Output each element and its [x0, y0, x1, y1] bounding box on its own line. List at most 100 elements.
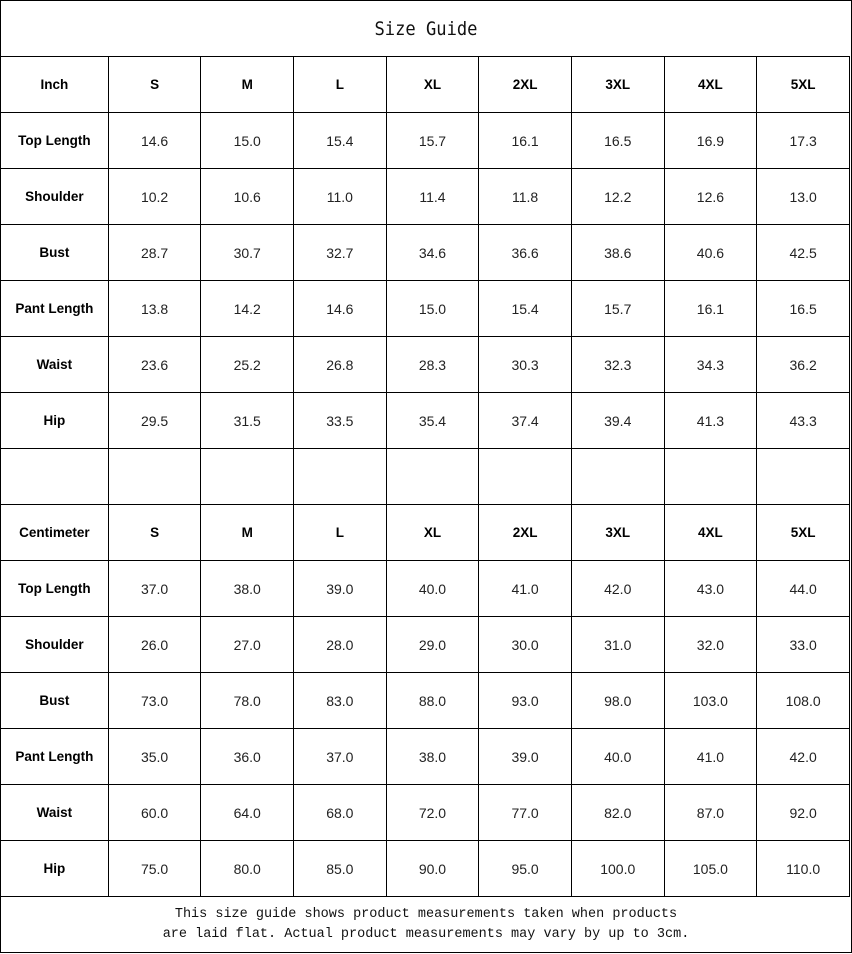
- measurement-value: 42.0: [570, 560, 665, 617]
- measurement-value: 28.7: [107, 224, 202, 281]
- measurement-value: 72.0: [385, 784, 480, 841]
- measurement-value: 16.5: [570, 112, 665, 169]
- measurement-value: 39.0: [293, 560, 387, 617]
- measurement-value: 98.0: [570, 672, 665, 729]
- measurement-value: 36.0: [200, 728, 295, 785]
- measurement-value: 108.0: [756, 672, 850, 729]
- measurement-value: 16.5: [756, 280, 850, 337]
- measurement-value: 34.6: [385, 224, 480, 281]
- size-header: 2XL: [478, 56, 572, 113]
- measurement-value: 15.4: [478, 280, 572, 337]
- measurement-value: 39.4: [570, 392, 665, 449]
- footer-note: This size guide shows product measuremen…: [1, 897, 851, 952]
- measurement-label: Pant Length: [0, 280, 109, 337]
- measurement-value: 25.2: [200, 336, 295, 393]
- measurement-value: 10.6: [200, 168, 295, 225]
- empty-cell: [0, 448, 109, 505]
- measurement-value: 15.7: [570, 280, 665, 337]
- measurement-value: 34.3: [663, 336, 758, 393]
- measurement-value: 13.0: [756, 168, 850, 225]
- size-header: M: [200, 504, 295, 561]
- measurement-label: Shoulder: [0, 168, 109, 225]
- measurement-value: 33.5: [293, 392, 387, 449]
- footer-line-1: This size guide shows product measuremen…: [174, 906, 678, 922]
- measurement-value: 31.0: [570, 616, 665, 673]
- measurement-value: 39.0: [478, 728, 572, 785]
- measurement-label: Bust: [0, 224, 109, 281]
- measurement-value: 82.0: [570, 784, 665, 841]
- size-header: XL: [385, 504, 480, 561]
- measurement-value: 23.6: [107, 336, 202, 393]
- size-header: 5XL: [756, 56, 850, 113]
- measurement-value: 92.0: [756, 784, 850, 841]
- measurement-value: 105.0: [663, 840, 758, 897]
- measurement-value: 38.0: [200, 560, 295, 617]
- measurement-value: 15.4: [293, 112, 387, 169]
- measurement-value: 37.0: [293, 728, 387, 785]
- measurement-value: 15.0: [385, 280, 480, 337]
- measurement-label: Waist: [0, 336, 109, 393]
- size-header: S: [107, 504, 202, 561]
- empty-cell: [570, 448, 665, 505]
- measurement-value: 87.0: [663, 784, 758, 841]
- empty-cell: [663, 448, 758, 505]
- measurement-value: 64.0: [200, 784, 295, 841]
- measurement-value: 35.0: [107, 728, 202, 785]
- measurement-label: Bust: [0, 672, 109, 729]
- measurement-value: 31.5: [200, 392, 295, 449]
- empty-cell: [107, 448, 202, 505]
- measurement-value: 110.0: [756, 840, 850, 897]
- measurement-value: 30.3: [478, 336, 572, 393]
- measurement-value: 42.0: [756, 728, 850, 785]
- measurement-value: 78.0: [200, 672, 295, 729]
- measurement-value: 38.6: [570, 224, 665, 281]
- measurement-value: 60.0: [107, 784, 202, 841]
- table-row: Waist 23.6 25.2 26.8 28.3 30.3 32.3 34.3 36.2: [0, 336, 850, 393]
- unit-header: Inch: [0, 56, 109, 113]
- measurement-value: 36.2: [756, 336, 850, 393]
- measurement-value: 38.0: [385, 728, 480, 785]
- unit-header: Centimeter: [0, 504, 109, 561]
- measurement-label: Shoulder: [0, 616, 109, 673]
- measurement-value: 85.0: [293, 840, 387, 897]
- table-row: Shoulder 26.0 27.0 28.0 29.0 30.0 31.0 32.0 33.0: [0, 616, 850, 673]
- size-header: S: [107, 56, 202, 113]
- measurement-value: 77.0: [478, 784, 572, 841]
- measurement-value: 41.0: [663, 728, 758, 785]
- measurement-value: 44.0: [756, 560, 850, 617]
- empty-cell: [385, 448, 480, 505]
- measurement-value: 35.4: [385, 392, 480, 449]
- table-row: Pant Length 13.8 14.2 14.6 15.0 15.4 15.7 16.1 1…: [0, 280, 850, 337]
- measurement-value: 28.0: [293, 616, 387, 673]
- measurement-value: 14.6: [293, 280, 387, 337]
- measurement-value: 90.0: [385, 840, 480, 897]
- size-table: Inch S M L XL 2XL 3XL 4XL 5XL Top Length 14.6 15.0 1…: [0, 56, 850, 897]
- measurement-value: 40.0: [570, 728, 665, 785]
- size-header: 4XL: [663, 504, 758, 561]
- measurement-value: 12.6: [663, 168, 758, 225]
- measurement-value: 16.9: [663, 112, 758, 169]
- measurement-value: 14.6: [107, 112, 202, 169]
- measurement-value: 80.0: [200, 840, 295, 897]
- measurement-value: 29.5: [107, 392, 202, 449]
- measurement-value: 28.3: [385, 336, 480, 393]
- measurement-value: 73.0: [107, 672, 202, 729]
- table-row: Top Length 14.6 15.0 15.4 15.7 16.1 16.5 16.9 17…: [0, 112, 850, 169]
- measurement-value: 42.5: [756, 224, 850, 281]
- measurement-value: 15.7: [385, 112, 480, 169]
- measurement-label: Top Length: [0, 560, 109, 617]
- measurement-value: 11.0: [293, 168, 387, 225]
- table-row: Hip 75.0 80.0 85.0 90.0 95.0 100.0 105.0 110.0: [0, 840, 850, 897]
- measurement-value: 30.7: [200, 224, 295, 281]
- measurement-value: 10.2: [107, 168, 202, 225]
- measurement-value: 33.0: [756, 616, 850, 673]
- measurement-value: 37.0: [107, 560, 202, 617]
- measurement-value: 12.2: [570, 168, 665, 225]
- measurement-label: Waist: [0, 784, 109, 841]
- measurement-label: Top Length: [0, 112, 109, 169]
- table-row: Hip 29.5 31.5 33.5 35.4 37.4 39.4 41.3 43.3: [0, 392, 850, 449]
- measurement-value: 43.0: [663, 560, 758, 617]
- size-header: XL: [385, 56, 480, 113]
- measurement-value: 11.8: [478, 168, 572, 225]
